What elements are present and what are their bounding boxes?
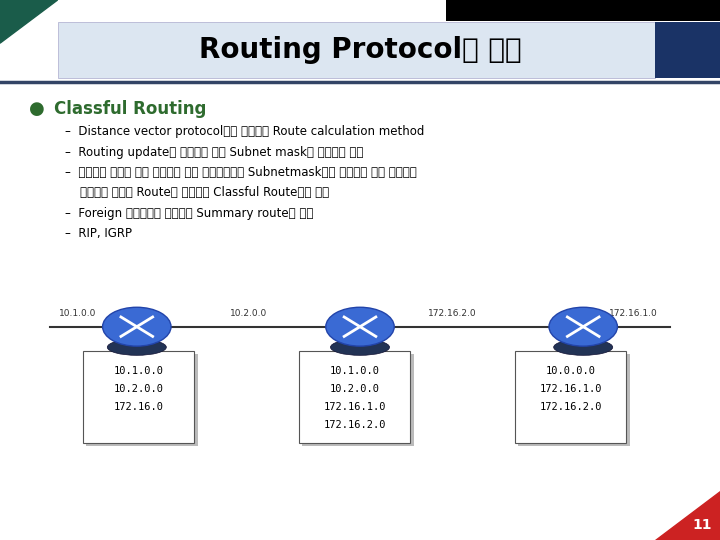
Text: 10.1.0.0: 10.1.0.0 <box>114 366 163 376</box>
Text: 172.16.1.0: 172.16.1.0 <box>539 384 602 394</box>
Text: ●: ● <box>29 100 45 118</box>
FancyBboxPatch shape <box>58 22 655 78</box>
Text: 172.16.1.0: 172.16.1.0 <box>323 402 386 412</box>
FancyBboxPatch shape <box>655 22 720 78</box>
FancyBboxPatch shape <box>302 354 414 446</box>
FancyBboxPatch shape <box>518 354 630 446</box>
Text: 11: 11 <box>692 518 712 532</box>
Text: 10.1.0.0: 10.1.0.0 <box>59 309 96 318</box>
Polygon shape <box>655 491 720 540</box>
Text: –  라우터는 자기에 직접 연결되어 있는 인터페이스의 Subnetmask만을 인식하고 다른 네트워크: – 라우터는 자기에 직접 연결되어 있는 인터페이스의 Subnetmask만… <box>65 166 417 179</box>
Text: 10.0.0.0: 10.0.0.0 <box>546 366 595 376</box>
Text: 크로부터 전달된 Route에 대해서는 Classful Route만을 지원: 크로부터 전달된 Route에 대해서는 Classful Route만을 지원 <box>65 186 329 199</box>
Text: –  Routing update를 수행하는 도중 Subnet mask를 전달하지 않음: – Routing update를 수행하는 도중 Subnet mask를 전… <box>65 146 363 159</box>
Text: 172.16.2.0: 172.16.2.0 <box>539 402 602 412</box>
FancyBboxPatch shape <box>86 354 198 446</box>
Text: 10.2.0.0: 10.2.0.0 <box>330 384 379 394</box>
Text: 10.1.0.0: 10.1.0.0 <box>330 366 379 376</box>
Ellipse shape <box>325 307 395 346</box>
Text: 10.2.0.0: 10.2.0.0 <box>230 309 267 318</box>
Polygon shape <box>0 0 58 43</box>
FancyBboxPatch shape <box>446 0 720 21</box>
Ellipse shape <box>103 307 171 346</box>
FancyBboxPatch shape <box>299 351 410 443</box>
Ellipse shape <box>330 339 390 355</box>
Text: Routing Protocol의 소개: Routing Protocol의 소개 <box>199 36 521 64</box>
Ellipse shape <box>554 339 613 355</box>
Text: 172.16.0: 172.16.0 <box>114 402 163 412</box>
Text: 172.16.2.0: 172.16.2.0 <box>323 420 386 430</box>
Text: Classful Routing: Classful Routing <box>54 100 207 118</box>
Text: –  Distance vector protocol에서 사용되는 Route calculation method: – Distance vector protocol에서 사용되는 Route … <box>65 125 424 138</box>
FancyBboxPatch shape <box>515 351 626 443</box>
Text: –  RIP, IGRP: – RIP, IGRP <box>65 227 132 240</box>
Ellipse shape <box>549 307 618 346</box>
Text: 10.2.0.0: 10.2.0.0 <box>114 384 163 394</box>
Ellipse shape <box>107 339 166 355</box>
Text: 172.16.1.0: 172.16.1.0 <box>609 309 658 318</box>
Text: –  Foreign 네트워크에 대해서는 Summary route를 교환: – Foreign 네트워크에 대해서는 Summary route를 교환 <box>65 207 313 220</box>
FancyBboxPatch shape <box>83 351 194 443</box>
Text: 172.16.2.0: 172.16.2.0 <box>428 309 477 318</box>
